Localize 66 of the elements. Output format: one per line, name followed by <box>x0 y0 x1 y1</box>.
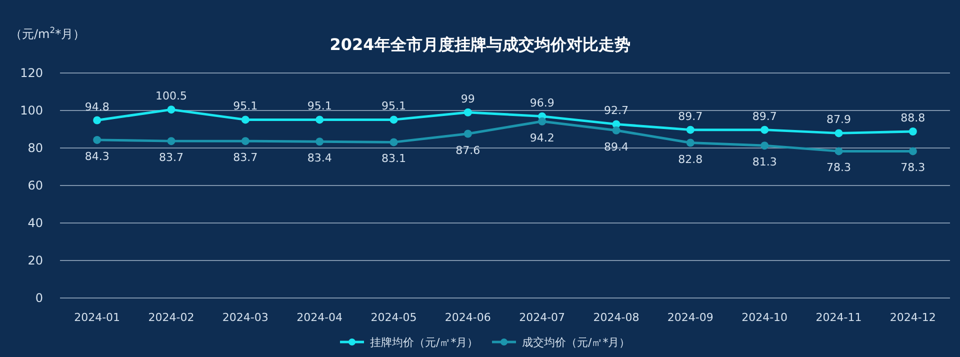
point <box>93 136 102 144</box>
y-tick-label: 40 <box>28 216 43 230</box>
y-tick-label: 60 <box>28 178 43 192</box>
y-axis-title: （元/m$^{2}$*月） <box>10 25 86 41</box>
point <box>390 138 398 146</box>
legend-label: 挂牌均价（元/㎡*月） <box>370 336 478 349</box>
data-label: 83.4 <box>307 152 332 165</box>
data-label: 83.1 <box>382 152 406 166</box>
point <box>834 129 843 138</box>
data-label: 84.3 <box>84 150 110 163</box>
point <box>760 142 769 150</box>
x-tick-label: 2024-12 <box>890 311 936 324</box>
x-tick-label: 2024-04 <box>296 311 343 324</box>
x-tick-label: 2024-11 <box>816 311 862 324</box>
point <box>612 126 620 134</box>
point <box>390 116 398 124</box>
data-label: 96.9 <box>530 96 554 110</box>
data-label: 88.8 <box>900 112 926 124</box>
data-label: 87.9 <box>826 113 851 126</box>
data-label: 78.3 <box>900 161 926 174</box>
data-label: 94.2 <box>530 131 554 144</box>
point <box>316 138 324 146</box>
x-tick-label: 2024-07 <box>519 311 566 324</box>
data-label: 100.5 <box>156 90 187 103</box>
x-tick-label: 2024-08 <box>593 311 640 324</box>
data-label: 95.1 <box>382 100 406 113</box>
data-label: 81.3 <box>752 156 777 169</box>
data-label: 82.8 <box>678 152 703 166</box>
x-tick-label: 2024-09 <box>667 311 714 324</box>
data-label: 89.7 <box>678 110 703 123</box>
data-label: 89.7 <box>752 110 777 123</box>
point <box>834 147 843 156</box>
data-label: 95.1 <box>307 100 332 113</box>
legend-label: 成交均价（元/㎡*月） <box>522 336 630 349</box>
data-label: 78.3 <box>826 161 851 174</box>
point <box>241 116 250 124</box>
x-tick-label: 2024-10 <box>742 311 788 324</box>
point <box>167 137 176 146</box>
point <box>464 108 472 116</box>
y-tick-label: 0 <box>35 291 43 305</box>
point <box>464 130 472 138</box>
point <box>93 116 102 124</box>
point <box>760 126 769 134</box>
x-tick-label: 2024-02 <box>148 311 194 324</box>
x-tick-label: 2024-05 <box>370 311 417 324</box>
point <box>686 126 694 134</box>
y-tick-label: 120 <box>20 66 43 80</box>
data-label: 99 <box>460 92 475 106</box>
x-tick-label: 2024-03 <box>222 311 268 324</box>
data-label: 83.7 <box>233 151 258 164</box>
y-tick-label: 20 <box>28 254 43 268</box>
point <box>241 137 250 146</box>
point <box>908 147 917 156</box>
data-label: 94.8 <box>84 100 110 114</box>
data-label: 95.1 <box>233 100 258 113</box>
x-tick-label: 2024-01 <box>74 311 120 324</box>
point <box>538 117 546 126</box>
data-label: 83.7 <box>159 151 184 164</box>
y-tick-label: 100 <box>20 104 43 118</box>
x-tick-label: 2024-06 <box>444 311 491 324</box>
point <box>167 106 176 114</box>
chart-title: 2024年全市月度挂牌与成交均价对比走势 <box>330 35 630 54</box>
y-tick-label: 80 <box>28 141 43 155</box>
point <box>316 116 324 124</box>
point <box>908 128 917 136</box>
point <box>686 138 694 147</box>
